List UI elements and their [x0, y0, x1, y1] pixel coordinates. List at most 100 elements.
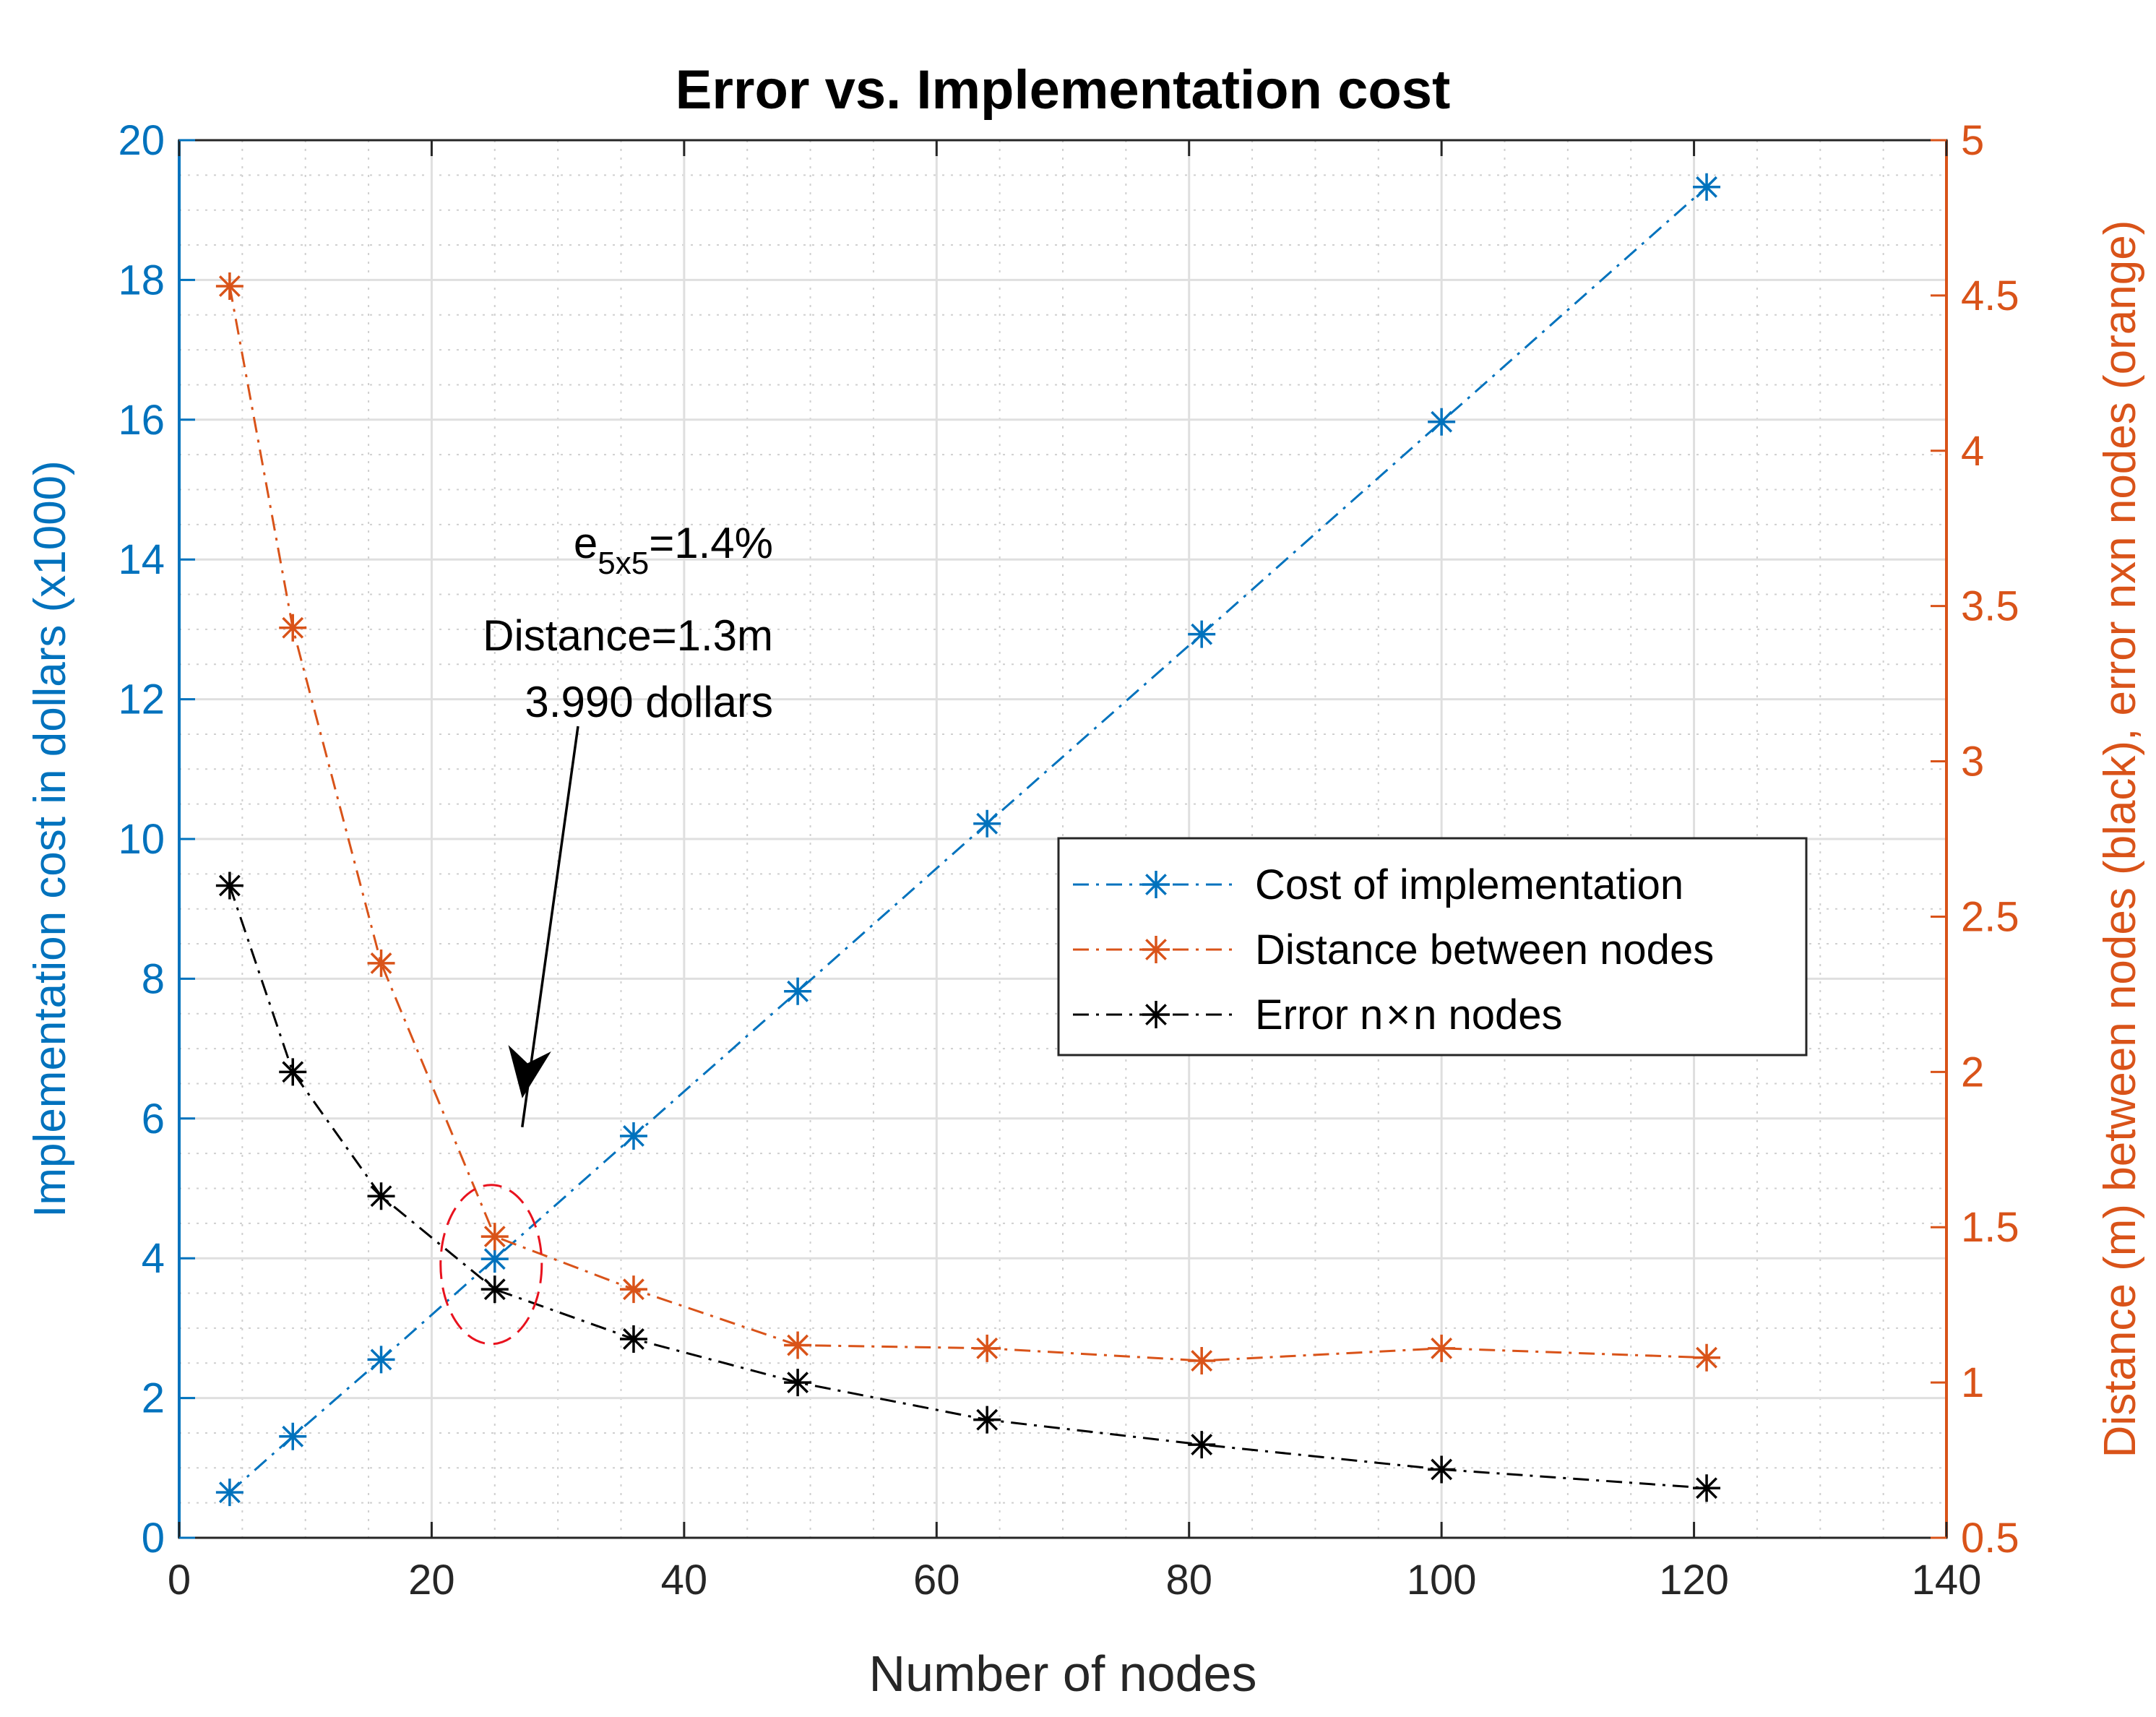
series-2-point	[1188, 1347, 1216, 1375]
series-2-point-glyph	[973, 1334, 1001, 1362]
left-y-tick-label: 14	[118, 536, 165, 583]
series-3-point-glyph	[480, 1275, 509, 1304]
legend-label-error-suffix: n nodes	[1413, 991, 1562, 1038]
tick-marks: 0 20 40 60 80 100 120 140 0 2 4 6 8 10 12 14 16 18 20 0.5 1 1…	[118, 117, 2019, 1604]
annotation-arrow-head	[508, 1045, 551, 1098]
series-2	[215, 272, 1721, 1375]
legend-box	[1057, 837, 1808, 1057]
x-tick-label: 140	[1912, 1557, 1982, 1604]
annotation-distance: Distance=1.3m	[483, 611, 773, 660]
series-2-point	[1693, 1343, 1721, 1372]
series-2-point-glyph	[784, 1331, 812, 1359]
legend-swatch-marker-glyph	[1142, 1001, 1170, 1028]
series-1-point	[215, 1479, 243, 1507]
series-1-point-glyph	[480, 1245, 509, 1273]
right-y-axis-label: Distance (m) between nodes (black), erro…	[2095, 220, 2145, 1458]
annotation: e5x5=1.4% Distance=1.3m 3.990 dollars	[439, 519, 773, 1346]
series-3-point-glyph	[784, 1369, 812, 1397]
series-3-line	[228, 885, 1707, 1489]
right-y-tick-label: 2.5	[1961, 893, 2019, 940]
series-3-point-glyph	[1428, 1455, 1456, 1484]
series-1-point	[973, 809, 1001, 838]
series-3-point-glyph	[973, 1406, 1001, 1434]
series-3-point-glyph	[619, 1325, 647, 1353]
legend-label-error: Error n×n nodes	[1255, 991, 1563, 1038]
chart-title: Error vs. Implementation cost	[676, 59, 1451, 121]
series-layer	[215, 173, 1721, 1507]
left-y-tick-label: 0	[142, 1515, 165, 1562]
left-y-tick-label: 2	[142, 1375, 165, 1422]
right-y-tick-label: 0.5	[1961, 1515, 2019, 1562]
legend-label: Cost of implementation	[1255, 861, 1683, 908]
series-3	[215, 872, 1721, 1502]
series-3-point-glyph	[215, 872, 243, 900]
series-2-point-glyph	[619, 1275, 647, 1304]
legend-swatch-marker	[1142, 1001, 1170, 1028]
series-3-point-glyph	[279, 1058, 307, 1086]
annotation-error: e5x5=1.4%	[574, 519, 773, 581]
series-1-point-glyph	[215, 1479, 243, 1507]
series-2-point-glyph	[367, 949, 395, 977]
series-2-point	[215, 272, 243, 300]
right-y-tick-label: 5	[1961, 117, 1984, 164]
left-y-tick-label: 4	[142, 1235, 165, 1282]
legend-label: Distance between nodes	[1255, 926, 1714, 973]
x-tick-label: 100	[1407, 1557, 1477, 1604]
annotation-error-value: =1.4%	[649, 519, 773, 567]
legend-entry: Cost of implementation	[1073, 861, 1683, 908]
series-2-line	[228, 285, 1707, 1362]
series-3-point	[1693, 1474, 1721, 1502]
left-y-tick-label: 12	[118, 676, 165, 723]
x-tick-label: 0	[168, 1557, 191, 1604]
series-2-point	[784, 1331, 812, 1359]
right-y-tick-label: 4	[1961, 428, 1984, 475]
legend-label-error-times: ×	[1386, 991, 1410, 1038]
series-1-point	[480, 1245, 509, 1273]
series-1-line	[228, 186, 1707, 1494]
left-y-axis-label: Implementation cost in dollars (x1000)	[25, 460, 75, 1218]
x-tick-label: 120	[1659, 1557, 1729, 1604]
right-y-tick-label: 4.5	[1961, 272, 2019, 319]
series-1	[215, 173, 1721, 1507]
left-y-tick-label: 20	[118, 117, 165, 164]
series-2-point	[1428, 1334, 1456, 1362]
series-1-point	[279, 1422, 307, 1450]
series-2-point-glyph	[1428, 1334, 1456, 1362]
x-tick-label: 60	[913, 1557, 960, 1604]
series-1-point-glyph	[367, 1346, 395, 1374]
series-1-point	[1693, 173, 1721, 201]
left-y-tick-label: 16	[118, 397, 165, 444]
series-3-point	[1428, 1455, 1456, 1484]
series-2-point-glyph	[215, 272, 243, 300]
legend: Cost of implementation Distance between n…	[1057, 837, 1808, 1057]
series-1-point-glyph	[619, 1122, 647, 1150]
series-3-point	[215, 872, 243, 900]
left-y-tick-label: 10	[118, 816, 165, 863]
series-1-point-glyph	[1188, 620, 1216, 648]
series-3-point	[480, 1275, 509, 1304]
series-2-point-glyph	[1188, 1347, 1216, 1375]
legend-entry: Error n×n nodes	[1073, 991, 1563, 1038]
series-2-point	[973, 1334, 1001, 1362]
annotation-error-subscript: 5x5	[598, 546, 649, 581]
annotation-cost: 3.990 dollars	[525, 678, 773, 726]
series-3-point	[1188, 1431, 1216, 1459]
right-y-tick-label: 2	[1961, 1049, 1984, 1096]
series-2-point-glyph	[1693, 1343, 1721, 1372]
series-2-point	[480, 1223, 509, 1251]
legend-swatch-marker	[1142, 936, 1170, 963]
left-y-tick-label: 8	[142, 955, 165, 1002]
series-2-point	[279, 614, 307, 642]
series-1-point	[1188, 620, 1216, 648]
legend-swatch-marker-glyph	[1142, 871, 1170, 898]
series-1-point	[619, 1122, 647, 1150]
legend-entry: Distance between nodes	[1073, 926, 1714, 973]
right-y-tick-label: 1.5	[1961, 1204, 2019, 1251]
series-2-point	[619, 1275, 647, 1304]
series-3-point-glyph	[367, 1182, 395, 1210]
series-1-point-glyph	[784, 977, 812, 1005]
annotation-error-base: e	[574, 519, 598, 567]
series-1-point-glyph	[1693, 173, 1721, 201]
series-3-point	[973, 1406, 1001, 1434]
